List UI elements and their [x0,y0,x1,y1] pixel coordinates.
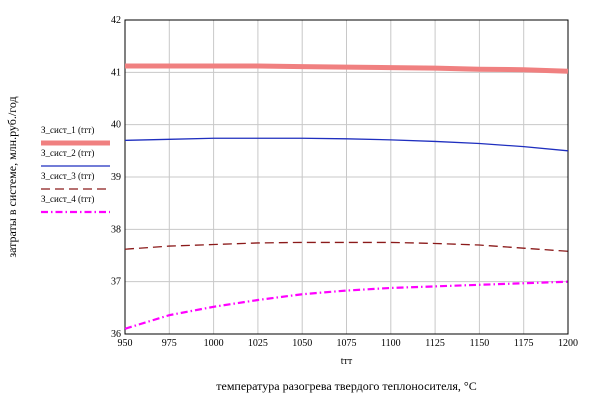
x-tick-label: 1150 [470,338,490,349]
y-tick-label: 42 [111,15,121,26]
x-tick-label: 1025 [248,338,268,349]
x-tick-label: 1200 [558,338,578,349]
legend-label: З_сист_1 (tтт) [41,125,94,135]
x-tick-label: 1175 [514,338,534,349]
series-line-4 [124,280,569,330]
x-tick-label: 975 [162,338,177,349]
x-axis-title: температура разогрева твердого теплоноси… [216,379,476,393]
series-line-2 [124,137,569,152]
x-variable-label: tтт [341,356,353,367]
y-tick-label: 41 [111,67,121,78]
y-tick-label: 36 [111,329,121,340]
y-tick-label: 39 [111,172,121,183]
y-tick-label: 40 [111,120,121,131]
x-tick-label: 1125 [425,338,445,349]
legend: З_сист_1 (tтт) З_сист_2 (tтт) З_сист_3 (tт… [41,125,110,214]
x-tick-label: 1100 [381,338,401,349]
legend-label: З_сист_4 (tтт) [41,194,94,204]
legend-label: З_сист_2 (tтт) [41,148,94,158]
y-axis-title: затраты в системе, млн.руб./год [5,96,19,257]
plot-area [124,19,569,335]
legend-label: З_сист_3 (tтт) [41,171,94,181]
y-tick-label: 37 [111,277,121,288]
x-tick-label: 1050 [292,338,312,349]
series-line-1 [125,63,569,74]
x-tick-label: 1075 [337,338,357,349]
y-tick-label: 38 [111,224,121,235]
series-layer [124,63,569,330]
tick-labels: 950 975 1000 1025 1050 1075 1100 1125 1150 1175 12… [111,15,578,349]
x-tick-label: 950 [118,338,133,349]
x-tick-label: 1000 [204,338,224,349]
series-line-3 [124,241,569,252]
